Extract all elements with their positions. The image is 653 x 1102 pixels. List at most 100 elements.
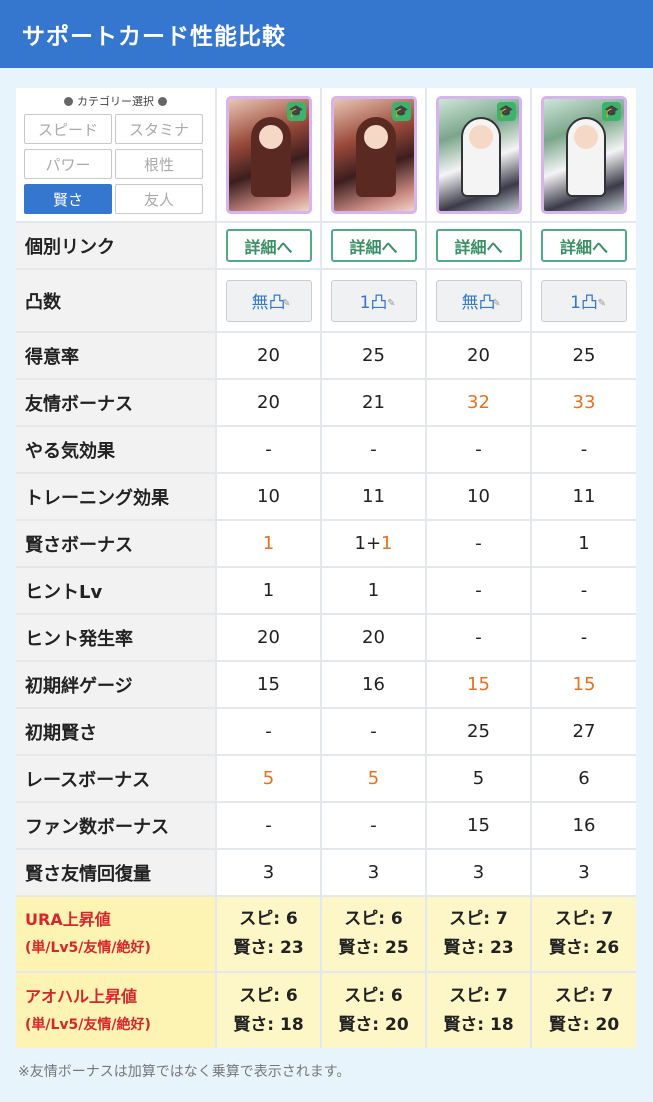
gain-row: アオハル上昇値 (単/Lv5/友情/絶好) スピ: 6 賢さ: 18 スピ: 6 賢さ: … <box>16 971 636 1048</box>
card-cell: 🎓 <box>215 88 321 222</box>
stat-value: 10 <box>215 472 321 520</box>
stat-value: 11 <box>530 472 636 520</box>
link-cell: 詳細へ <box>320 221 426 269</box>
stat-row: トレーニング効果 10 11 10 11 <box>16 472 636 520</box>
graduation-cap-icon: 🎓 <box>496 102 516 121</box>
stat-value: 16 <box>320 660 426 708</box>
stat-value: 3 <box>215 848 321 896</box>
stat-value: 6 <box>530 754 636 802</box>
row-label: やる気効果 <box>16 425 216 473</box>
limit-break-value: 無凸 <box>461 293 496 313</box>
gain-row: URA上昇値 (単/Lv5/友情/絶好) スピ: 6 賢さ: 23 スピ: 6 賢さ: 2… <box>16 895 636 972</box>
row-label: 凸数 <box>16 268 216 332</box>
category-button[interactable]: 根性 <box>115 149 203 179</box>
limit-break-value: 無凸 <box>251 293 286 313</box>
stat-value: - <box>320 707 426 755</box>
stat-value: 3 <box>530 848 636 896</box>
card-face <box>574 125 598 149</box>
bullet-icon <box>64 96 73 106</box>
detail-link-button[interactable]: 詳細へ <box>330 229 417 262</box>
stat-row: 初期賢さ - -25 27 <box>16 707 636 755</box>
gain-value: スピ: 6 賢さ: 18 <box>215 971 321 1048</box>
stat-value: 33 <box>530 378 636 426</box>
category-button[interactable]: 友人 <box>115 184 203 214</box>
category-button[interactable]: スピード <box>24 114 112 144</box>
gain-value: スピ: 7 賢さ: 18 <box>425 971 531 1048</box>
gain-value: スピ: 7 賢さ: 23 <box>425 895 531 972</box>
detail-link-button[interactable]: 詳細へ <box>435 229 522 262</box>
card-image[interactable]: 🎓 <box>435 96 522 214</box>
gain-value: スピ: 6 賢さ: 23 <box>215 895 321 972</box>
card-cell: 🎓 <box>320 88 426 222</box>
edit-icon: ✎ <box>597 297 606 309</box>
gain-value: スピ: 6 賢さ: 25 <box>320 895 426 972</box>
stat-value: 1 <box>320 566 426 614</box>
category-title: カテゴリー選択 <box>24 93 207 109</box>
stat-value: 10 <box>425 472 531 520</box>
stat-value: 3 <box>320 848 426 896</box>
stat-value: 5 <box>425 754 531 802</box>
row-label: ファン数ボーナス <box>16 801 216 849</box>
stat-value: - <box>530 425 636 473</box>
stat-row: 初期絆ゲージ 15 16 15 15 <box>16 660 636 708</box>
limit-break-select[interactable]: 無凸 ✎ <box>435 279 522 322</box>
stat-value: 20 <box>215 613 321 661</box>
link-cell: 詳細へ <box>530 221 636 269</box>
stat-value: 1 <box>215 566 321 614</box>
stat-value: 1 <box>215 519 321 567</box>
row-label: 賢さ友情回復量 <box>16 848 216 896</box>
stat-value: - <box>215 425 321 473</box>
stat-value: - <box>425 613 531 661</box>
stat-value: 11 <box>320 472 426 520</box>
stat-value: 5 <box>320 754 426 802</box>
stat-row: やる気効果 - - - - <box>16 425 636 473</box>
row-label: 賢さボーナス <box>16 519 216 567</box>
stat-value: 15 <box>425 660 531 708</box>
stat-value: - <box>530 566 636 614</box>
page-title: サポートカード性能比較 <box>22 24 286 50</box>
limit-break-select[interactable]: 無凸 ✎ <box>225 279 312 322</box>
category-button[interactable]: スタミナ <box>115 114 203 144</box>
stat-value: 20 <box>215 378 321 426</box>
stat-value: 1+1 <box>320 519 426 567</box>
graduation-cap-icon: 🎓 <box>286 102 306 121</box>
limit-break-cell: 1凸 ✎ <box>320 268 426 332</box>
limit-break-value: 1凸 <box>570 293 598 313</box>
detail-link-button[interactable]: 詳細へ <box>225 229 312 262</box>
row-label: レースボーナス <box>16 754 216 802</box>
stat-value: 25 <box>320 331 426 379</box>
card-row: カテゴリー選択 スピード スタミナ パワー 根性 賢さ 友人 🎓 🎓 🎓 🎓 <box>16 88 636 222</box>
category-selector: カテゴリー選択 スピード スタミナ パワー 根性 賢さ 友人 <box>16 88 216 222</box>
stat-value: 3 <box>425 848 531 896</box>
category-button[interactable]: パワー <box>24 149 112 179</box>
row-label: アオハル上昇値 (単/Lv5/友情/絶好) <box>16 971 216 1048</box>
card-image[interactable]: 🎓 <box>330 96 417 214</box>
row-label: ヒント発生率 <box>16 613 216 661</box>
link-cell: 詳細へ <box>425 221 531 269</box>
stat-value: - <box>320 801 426 849</box>
stat-value: - <box>530 613 636 661</box>
row-label: URA上昇値 (単/Lv5/友情/絶好) <box>16 895 216 972</box>
stat-value: 32 <box>425 378 531 426</box>
stat-row: 賢さボーナス 1 1+1-1 <box>16 519 636 567</box>
stat-value: 20 <box>425 331 531 379</box>
stat-value: 15 <box>530 660 636 708</box>
page-header: サポートカード性能比較 <box>0 0 653 68</box>
card-face <box>468 125 493 149</box>
limit-break-select[interactable]: 1凸 ✎ <box>541 279 627 322</box>
stat-row: 賢さ友情回復量 3 3 3 3 <box>16 848 636 896</box>
limit-break-select[interactable]: 1凸 ✎ <box>330 279 417 322</box>
gain-value: スピ: 7 賢さ: 26 <box>530 895 636 972</box>
card-image[interactable]: 🎓 <box>541 96 627 214</box>
stat-value: - <box>425 566 531 614</box>
stat-value: - <box>425 425 531 473</box>
gain-value: スピ: 6 賢さ: 20 <box>320 971 426 1048</box>
detail-link-button[interactable]: 詳細へ <box>541 229 627 262</box>
stat-value: 1 <box>530 519 636 567</box>
card-face <box>258 125 283 149</box>
card-image[interactable]: 🎓 <box>225 96 312 214</box>
stat-row: ファン数ボーナス - -15 16 <box>16 801 636 849</box>
edit-icon: ✎ <box>387 297 396 309</box>
category-button[interactable]: 賢さ <box>24 184 112 214</box>
stat-value: 25 <box>425 707 531 755</box>
